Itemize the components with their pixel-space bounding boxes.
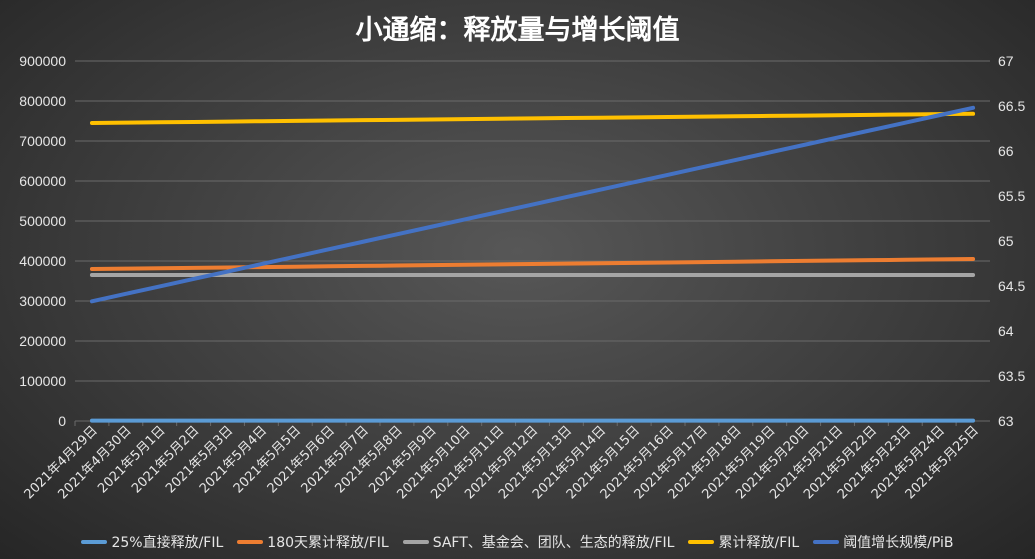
legend-swatch [402,540,429,544]
legend-item[interactable]: 累计释放/FIL [688,532,799,552]
legend: 25%直接释放/FIL 180天累计释放/FIL SAFT、基金会、团队、生态的释放… [0,532,1035,552]
y-right-tick-label: 64.5 [998,278,1025,294]
legend-label: 阈值增长规模/PiB [843,535,954,551]
y-left-tick-label: 200000 [19,333,66,349]
legend-label: 25%直接释放/FIL [111,535,224,551]
legend-label: 累计释放/FIL [718,535,800,551]
y-right-tick-label: 66.5 [998,98,1025,114]
y-left-tick-label: 600000 [19,173,66,189]
series-line [89,111,976,125]
y-left-tick-label: 400000 [19,253,66,269]
y-right-tick-label: 67 [998,53,1014,69]
y-right-tick-label: 65.5 [998,188,1025,204]
legend-item[interactable]: 阈值增长规模/PiB [813,532,954,552]
legend-item[interactable]: 180天累计释放/FIL [237,532,389,552]
chart-title: 小通缩：释放量与增长阈值 [355,15,680,46]
legend-swatch [81,540,108,544]
y-left-tick-label: 300000 [19,293,66,309]
y-right-tick-label: 66 [998,143,1014,159]
legend-label: SAFT、基金会、团队、生态的释放/FIL [432,535,675,551]
y-left-tick-label: 0 [58,413,66,429]
line-chart: 0 100000 200000 300000 400000 500000 600000 700… [19,53,1025,502]
y-right-tick-label: 63.5 [998,368,1025,384]
legend-item[interactable]: SAFT、基金会、团队、生态的释放/FIL [402,532,675,552]
y-left-tick-label: 500000 [19,213,66,229]
y-left-tick-label: 800000 [19,93,66,109]
legend-label: 180天累计释放/FIL [267,535,389,551]
y-left-tick-label: 700000 [19,133,66,149]
legend-swatch [237,540,264,544]
y-right-tick-label: 63 [998,413,1014,429]
legend-swatch [688,540,715,544]
y-right-tick-label: 65 [998,233,1014,249]
legend-item[interactable]: 25%直接释放/FIL [81,532,223,552]
y-right-tick-label: 64 [998,323,1014,339]
y-left-tick-label: 100000 [19,373,66,389]
y-left-tick-label: 900000 [19,53,66,69]
legend-swatch [813,540,840,544]
series-line [89,105,976,304]
